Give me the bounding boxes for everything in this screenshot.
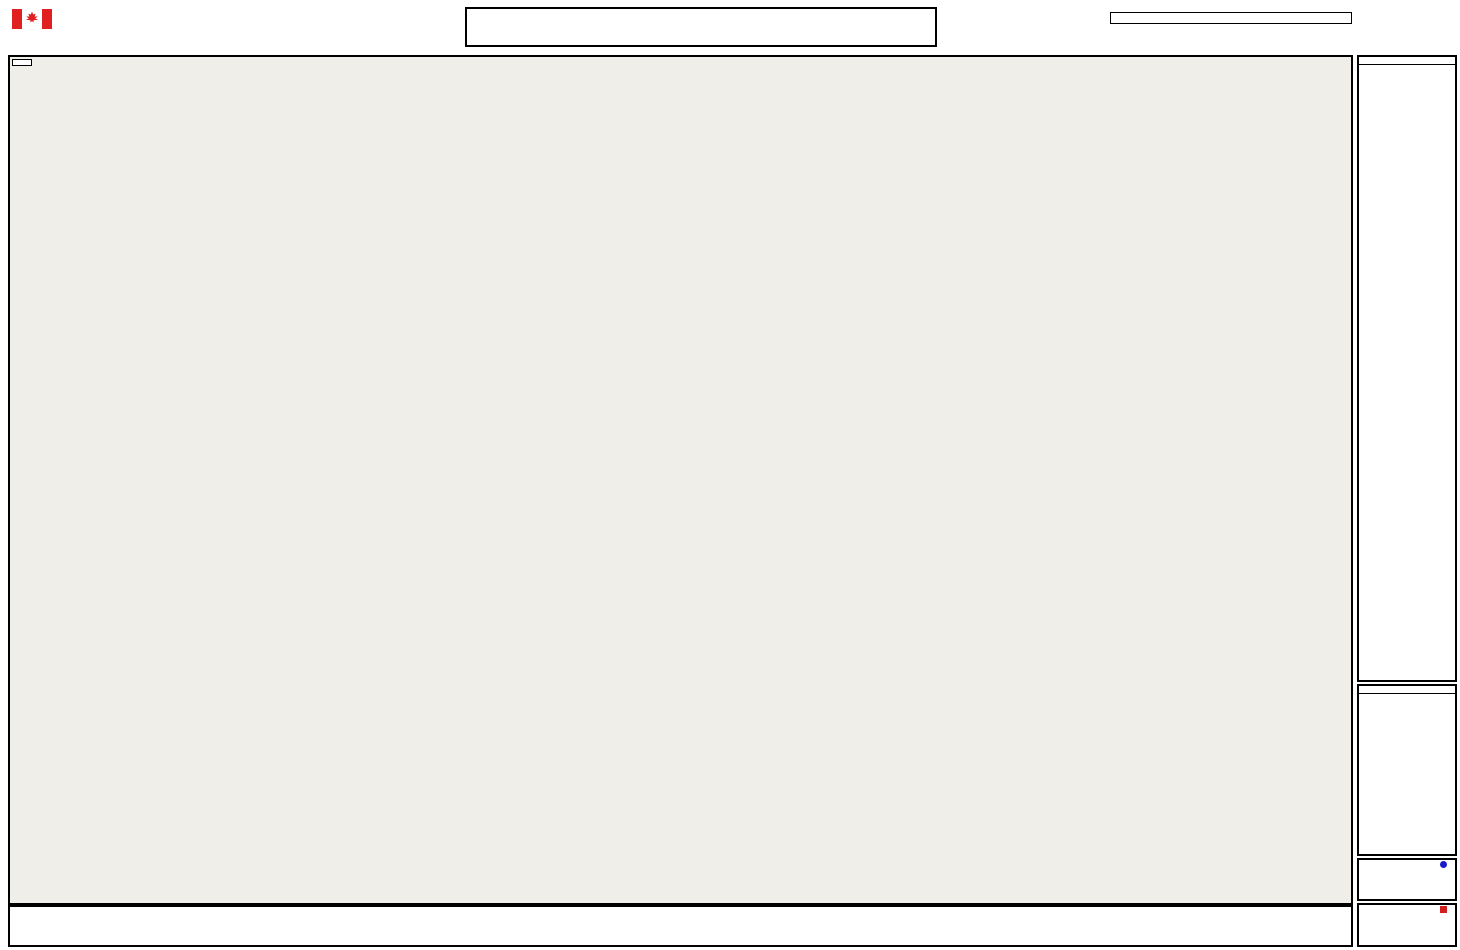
weather-map — [10, 57, 1351, 903]
datetime-box — [12, 59, 32, 66]
map-scale — [1110, 10, 1352, 38]
canada-flag-icon — [12, 9, 52, 29]
winds-legend — [1357, 684, 1457, 856]
city-dot-icon — [1440, 861, 1447, 868]
cities-legend — [1357, 858, 1457, 901]
scale-ticks — [1110, 24, 1352, 38]
divider — [1359, 693, 1455, 694]
divider — [1359, 64, 1455, 65]
map-frame — [8, 55, 1353, 905]
scale-bar — [1110, 12, 1352, 24]
pm25-legend — [1357, 55, 1457, 682]
map-caption — [8, 905, 1353, 947]
hotspots-legend — [1357, 903, 1457, 947]
product-title-box — [465, 7, 937, 47]
hotspot-square-icon — [1440, 906, 1447, 913]
